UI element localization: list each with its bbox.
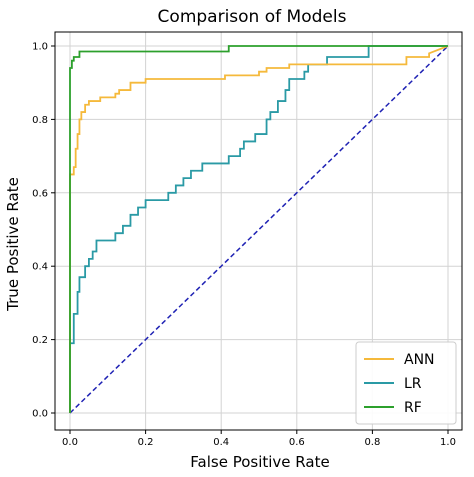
x-axis-label: False Positive Rate xyxy=(190,453,329,471)
y-tick-label: 0.0 xyxy=(32,409,48,420)
y-tick-label: 0.4 xyxy=(32,262,48,273)
rf-series-line xyxy=(69,45,448,413)
grid xyxy=(55,32,462,430)
y-tick-label: 1.0 xyxy=(32,42,48,53)
legend: ANN LR RF xyxy=(355,341,457,425)
y-tick-label: 0.8 xyxy=(32,115,48,126)
x-tick-label: 0.8 xyxy=(364,437,380,448)
rf-legend-label: RF xyxy=(404,400,422,416)
lr-series-line xyxy=(69,45,448,413)
ann-legend-label: ANN xyxy=(404,352,435,368)
x-tick-label: 0.4 xyxy=(213,437,229,448)
legend-box xyxy=(355,341,457,425)
plot-frame xyxy=(54,31,463,431)
x-tick-label: 1.0 xyxy=(440,437,456,448)
x-tick-label: 0.2 xyxy=(138,437,154,448)
y-axis-label: True Positive Rate xyxy=(4,177,22,312)
ticks: 0.0 0.2 0.4 0.6 0.8 1.0 0.0 0.2 0.4 0.6 0.8 1.0 xyxy=(32,42,456,449)
ann-series-line xyxy=(69,45,449,413)
y-tick-label: 0.6 xyxy=(32,188,48,199)
lr-legend-label: LR xyxy=(404,376,422,392)
x-tick-label: 0.0 xyxy=(62,437,78,448)
x-tick-label: 0.6 xyxy=(289,437,305,448)
series-layer xyxy=(69,45,449,414)
y-tick-label: 0.2 xyxy=(32,335,48,346)
chart-title: Comparison of Models xyxy=(158,7,347,27)
